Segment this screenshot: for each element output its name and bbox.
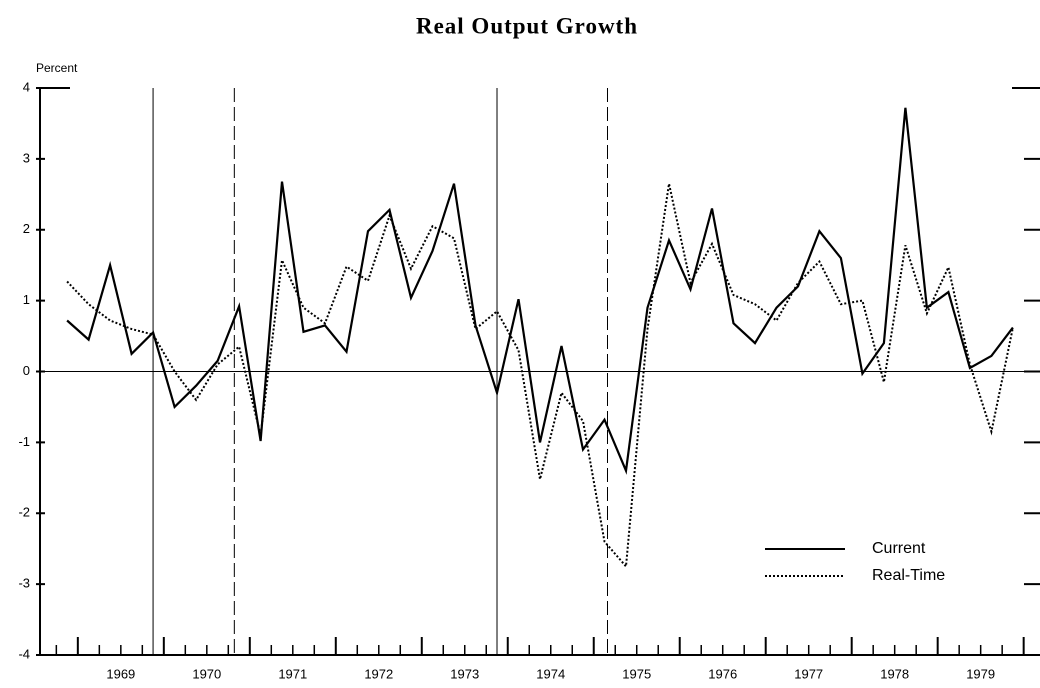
- x-tick-label: 1969: [106, 666, 135, 681]
- x-tick-label: 1973: [450, 666, 479, 681]
- series-line: [66, 107, 1014, 475]
- y-tick-label: -3: [18, 576, 30, 591]
- chart-title: Real Output Growth: [416, 13, 638, 38]
- x-tick-label: 1977: [794, 666, 823, 681]
- y-axis-label: Percent: [36, 61, 78, 75]
- y-tick-label: 1: [23, 292, 30, 307]
- y-tick-label: -4: [18, 646, 30, 661]
- x-tick-label: 1976: [708, 666, 737, 681]
- x-tick-label: 1975: [622, 666, 651, 681]
- legend-label: Real-Time: [872, 567, 945, 584]
- y-tick-label: -1: [18, 434, 30, 449]
- x-tick-label: 1974: [536, 666, 565, 681]
- y-tick-label: 0: [23, 363, 30, 378]
- x-tick-label: 1971: [278, 666, 307, 681]
- y-tick-label: 2: [23, 221, 30, 236]
- y-tick-label: -2: [18, 505, 30, 520]
- x-tick-label: 1979: [966, 666, 995, 681]
- y-tick-label: 4: [23, 79, 30, 94]
- y-tick-label: 3: [23, 150, 30, 165]
- x-tick-label: 1972: [364, 666, 393, 681]
- x-tick-label: 1970: [192, 666, 221, 681]
- x-tick-label: 1978: [880, 666, 909, 681]
- legend-label: Current: [872, 540, 926, 557]
- series-line: [66, 183, 1014, 569]
